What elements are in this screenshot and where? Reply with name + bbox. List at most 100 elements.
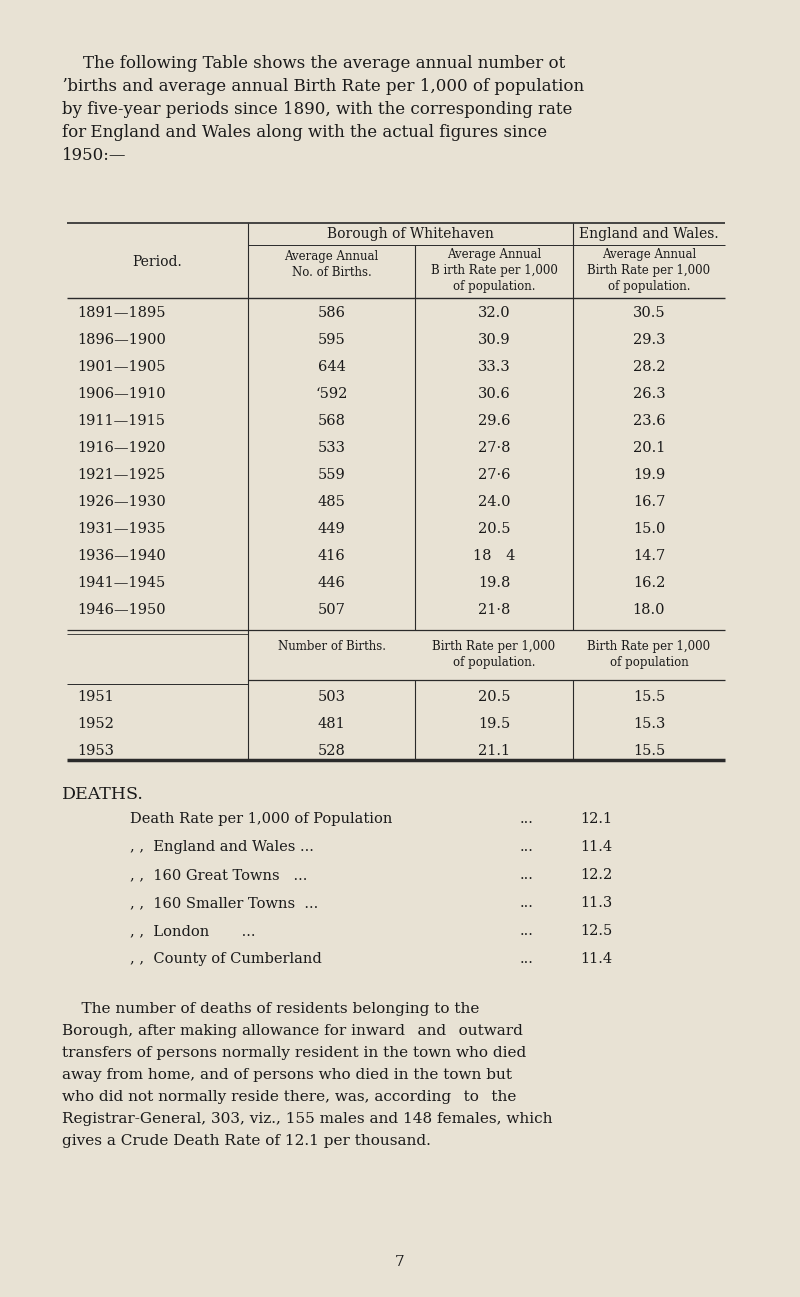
Text: 15.5: 15.5	[633, 744, 665, 757]
Text: ...: ...	[520, 868, 534, 882]
Text: 1911—1915: 1911—1915	[77, 414, 165, 428]
Text: ...: ...	[520, 923, 534, 938]
Text: ʼbirths and average annual Birth Rate per 1,000 of population: ʼbirths and average annual Birth Rate pe…	[62, 78, 584, 95]
Text: 1906—1910: 1906—1910	[77, 387, 166, 401]
Text: 568: 568	[318, 414, 346, 428]
Text: Birth Rate per 1,000
of population.: Birth Rate per 1,000 of population.	[433, 639, 555, 669]
Text: The number of deaths of residents belonging to the: The number of deaths of residents belong…	[62, 1003, 479, 1016]
Text: 416: 416	[318, 549, 346, 563]
Text: 11.3: 11.3	[580, 896, 612, 910]
Text: 481: 481	[318, 717, 346, 732]
Text: ...: ...	[520, 952, 534, 966]
Text: 30.9: 30.9	[478, 333, 510, 348]
Text: 1946—1950: 1946—1950	[77, 603, 166, 617]
Text: 14.7: 14.7	[633, 549, 665, 563]
Text: 446: 446	[318, 576, 346, 590]
Text: 644: 644	[318, 361, 346, 374]
Text: ...: ...	[520, 840, 534, 853]
Text: 1921—1925: 1921—1925	[77, 468, 166, 482]
Text: Birth Rate per 1,000
of population: Birth Rate per 1,000 of population	[587, 639, 710, 669]
Text: Death Rate per 1,000 of Population: Death Rate per 1,000 of Population	[130, 812, 392, 826]
Text: 7: 7	[395, 1255, 405, 1268]
Text: 20.1: 20.1	[633, 441, 665, 455]
Text: 1936—1940: 1936—1940	[77, 549, 166, 563]
Text: ...: ...	[520, 896, 534, 910]
Text: 24.0: 24.0	[478, 495, 510, 508]
Text: 586: 586	[318, 306, 346, 320]
Text: 32.0: 32.0	[478, 306, 510, 320]
Text: 20.5: 20.5	[478, 690, 510, 704]
Text: 1916—1920: 1916—1920	[77, 441, 166, 455]
Text: 507: 507	[318, 603, 346, 617]
Text: 11.4: 11.4	[580, 952, 612, 966]
Text: England and Wales.: England and Wales.	[579, 227, 719, 241]
Text: Borough of Whitehaven: Borough of Whitehaven	[327, 227, 494, 241]
Text: The following Table shows the average annual number ot: The following Table shows the average an…	[62, 54, 566, 73]
Text: 528: 528	[318, 744, 346, 757]
Text: , ,  County of Cumberland: , , County of Cumberland	[130, 952, 322, 966]
Text: 28.2: 28.2	[633, 361, 666, 374]
Text: 15.5: 15.5	[633, 690, 665, 704]
Text: 27·8: 27·8	[478, 441, 510, 455]
Text: , ,  England and Wales ...: , , England and Wales ...	[130, 840, 323, 853]
Text: DEATHS.: DEATHS.	[62, 786, 144, 803]
Text: 12.2: 12.2	[580, 868, 612, 882]
Text: 1941—1945: 1941—1945	[77, 576, 166, 590]
Text: 21.1: 21.1	[478, 744, 510, 757]
Text: 26.3: 26.3	[633, 387, 666, 401]
Text: who did not normally reside there, was, according  to  the: who did not normally reside there, was, …	[62, 1089, 516, 1104]
Text: 1950:—: 1950:—	[62, 147, 126, 163]
Text: 1953: 1953	[77, 744, 114, 757]
Text: 21·8: 21·8	[478, 603, 510, 617]
Text: 19.8: 19.8	[478, 576, 510, 590]
Text: 30.6: 30.6	[478, 387, 510, 401]
Text: 1951: 1951	[77, 690, 114, 704]
Text: 449: 449	[318, 521, 346, 536]
Text: 1931—1935: 1931—1935	[77, 521, 166, 536]
Text: 11.4: 11.4	[580, 840, 612, 853]
Text: 503: 503	[318, 690, 346, 704]
Text: 19.9: 19.9	[633, 468, 665, 482]
Text: for England and Wales along with the actual figures since: for England and Wales along with the act…	[62, 125, 547, 141]
Text: 18.0: 18.0	[633, 603, 666, 617]
Text: 30.5: 30.5	[633, 306, 666, 320]
Text: 19.5: 19.5	[478, 717, 510, 732]
Text: Average Annual
Birth Rate per 1,000
of population.: Average Annual Birth Rate per 1,000 of p…	[587, 248, 710, 293]
Text: 12.5: 12.5	[580, 923, 612, 938]
Text: 595: 595	[318, 333, 346, 348]
Text: Period.: Period.	[133, 256, 182, 268]
Text: 1952: 1952	[77, 717, 114, 732]
Text: ...: ...	[520, 812, 534, 826]
Text: 1891—1895: 1891—1895	[77, 306, 166, 320]
Text: 29.6: 29.6	[478, 414, 510, 428]
Text: 12.1: 12.1	[580, 812, 612, 826]
Text: 18 4: 18 4	[473, 549, 515, 563]
Text: Number of Births.: Number of Births.	[278, 639, 386, 652]
Text: 33.3: 33.3	[478, 361, 510, 374]
Text: 15.0: 15.0	[633, 521, 665, 536]
Text: away from home, and of persons who died in the town but: away from home, and of persons who died …	[62, 1067, 512, 1082]
Text: Average Annual
B irth Rate per 1,000
of population.: Average Annual B irth Rate per 1,000 of …	[430, 248, 558, 293]
Text: 16.2: 16.2	[633, 576, 665, 590]
Text: transfers of persons normally resident in the town who died: transfers of persons normally resident i…	[62, 1045, 526, 1060]
Text: 27·6: 27·6	[478, 468, 510, 482]
Text: 20.5: 20.5	[478, 521, 510, 536]
Text: Borough, after making allowance for inward  and  outward: Borough, after making allowance for inwa…	[62, 1025, 523, 1038]
Text: ‘592: ‘592	[315, 387, 348, 401]
Text: 559: 559	[318, 468, 346, 482]
Text: 533: 533	[318, 441, 346, 455]
Text: 485: 485	[318, 495, 346, 508]
Text: , ,  160 Great Towns   ...: , , 160 Great Towns ...	[130, 868, 307, 882]
Text: 29.3: 29.3	[633, 333, 666, 348]
Text: 23.6: 23.6	[633, 414, 666, 428]
Text: 1926—1930: 1926—1930	[77, 495, 166, 508]
Text: Registrar-General, 303, viz., 155 males and 148 females, which: Registrar-General, 303, viz., 155 males …	[62, 1112, 553, 1126]
Text: gives a Crude Death Rate of 12.1 per thousand.: gives a Crude Death Rate of 12.1 per tho…	[62, 1134, 431, 1148]
Text: by five-year periods since 1890, with the corresponding rate: by five-year periods since 1890, with th…	[62, 101, 572, 118]
Text: 1896—1900: 1896—1900	[77, 333, 166, 348]
Text: 15.3: 15.3	[633, 717, 665, 732]
Text: , ,  London       ...: , , London ...	[130, 923, 255, 938]
Text: , ,  160 Smaller Towns  ...: , , 160 Smaller Towns ...	[130, 896, 318, 910]
Text: 1901—1905: 1901—1905	[77, 361, 166, 374]
Text: 16.7: 16.7	[633, 495, 665, 508]
